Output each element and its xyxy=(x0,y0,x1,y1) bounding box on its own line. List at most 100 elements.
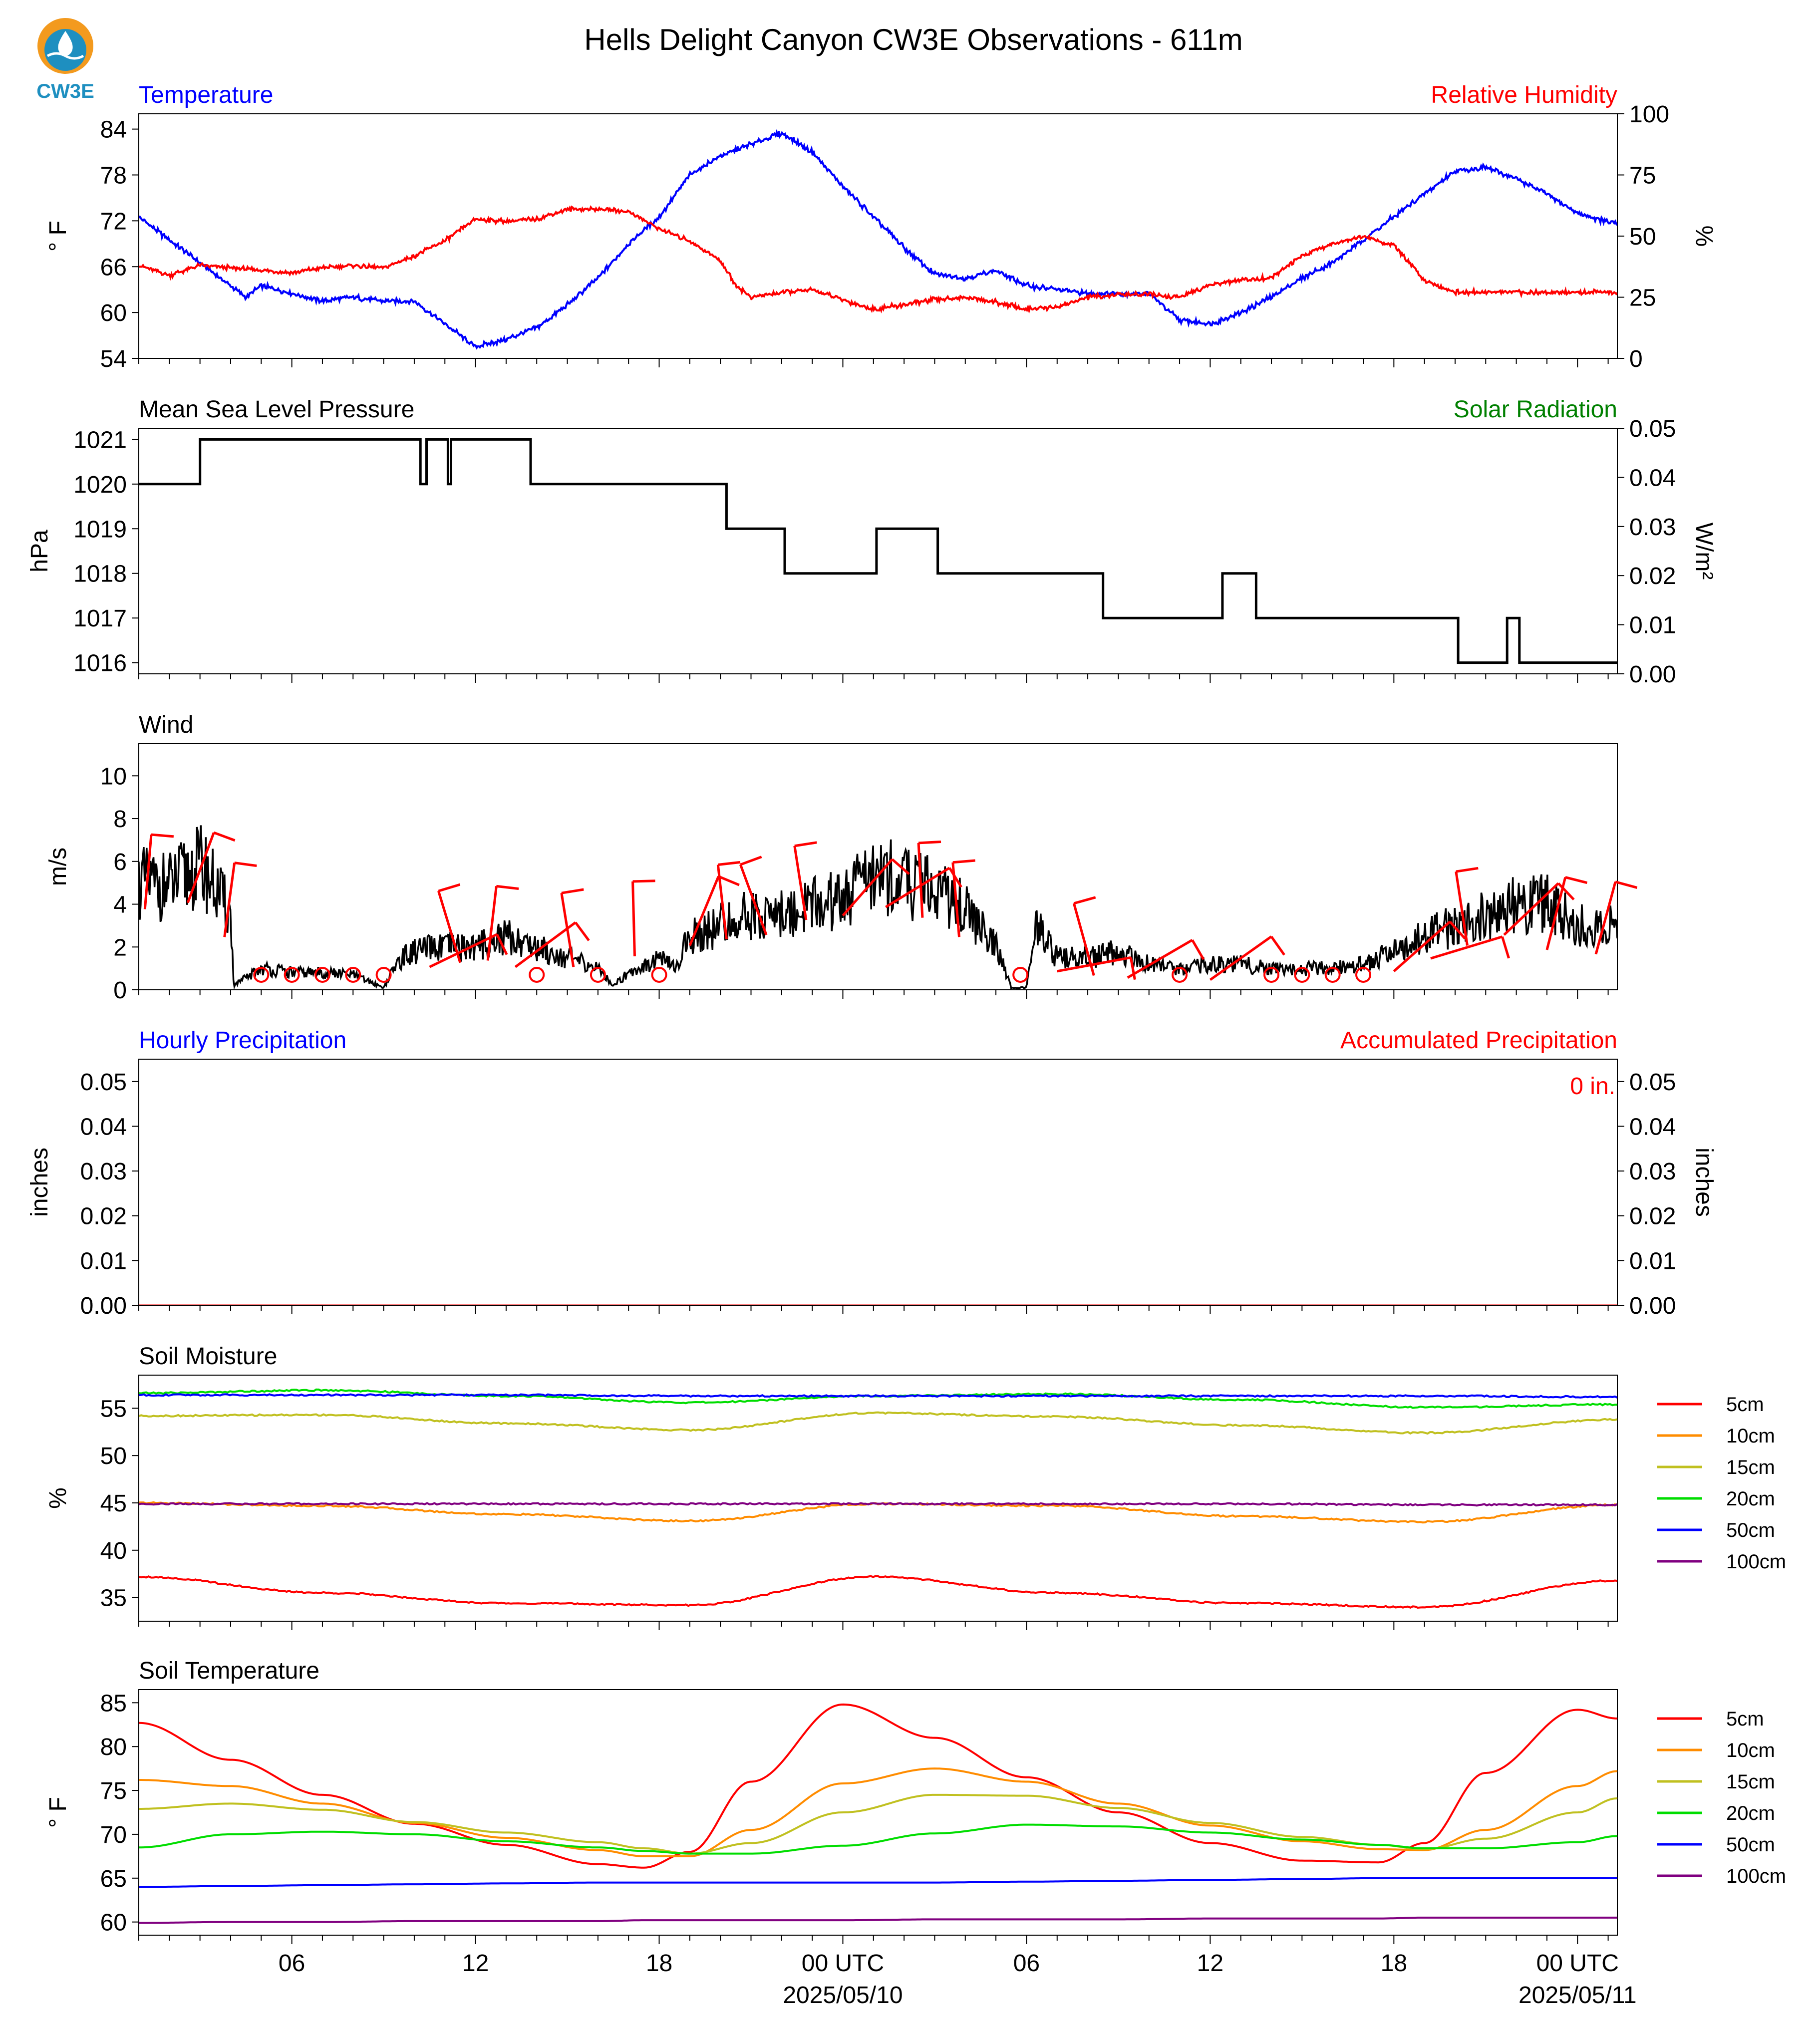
wind-barb-staff xyxy=(1072,903,1095,976)
wind-barb-flag xyxy=(1615,880,1638,889)
wind-barb-staff xyxy=(917,843,924,918)
wind-barb-flag xyxy=(1073,896,1096,905)
wind-barb-staff xyxy=(186,832,215,903)
figure-title: Hells Delight Canyon CW3E Observations -… xyxy=(584,23,1242,56)
panel-soil_moisture: Soil Moisture3540455055%5cm10cm15cm20cm5… xyxy=(45,1343,1786,1630)
series-line-100cm xyxy=(139,1916,1617,1924)
plot-area xyxy=(139,1388,1617,1609)
accumulated-total-label: 0 in. xyxy=(1570,1073,1615,1100)
panel-temperature_rh: Temperature Relative Humidity 54 60 66 72 78 84… xyxy=(45,82,1717,372)
y-axis-label-left: % xyxy=(45,1487,71,1509)
y-tick-label: 75 xyxy=(100,1778,127,1804)
series-line-50cm xyxy=(139,1877,1617,1888)
wind-barb-flag xyxy=(1565,876,1588,884)
y-tick-label: 0.01 xyxy=(80,1248,127,1274)
cw3e-logo: CW3E xyxy=(36,18,94,102)
series-line-100cm xyxy=(139,1502,1617,1507)
y-tick-label: 0.05 xyxy=(80,1069,127,1096)
wind-barb-flag xyxy=(496,933,508,955)
y-tick-label: 1018 xyxy=(73,561,127,587)
legend-label: 100cm xyxy=(1726,1551,1786,1573)
y-tick-label-right: 0.03 xyxy=(1629,514,1676,541)
x-tick-label: 12 xyxy=(462,1950,489,1977)
panel-title-left: Soil Moisture xyxy=(139,1343,277,1370)
y-axis-label-left: m/s xyxy=(45,848,71,886)
y-tick-label-right: 0.02 xyxy=(1629,1203,1676,1230)
y-tick-label-right: 0.00 xyxy=(1629,661,1676,688)
wind-barb-calm xyxy=(1355,966,1372,983)
series-line-wind-speed xyxy=(139,825,1617,990)
y-axis-label-left: hPa xyxy=(26,530,53,573)
wind-barb-flag xyxy=(918,841,941,845)
logo-wave-icon xyxy=(46,52,84,60)
panels: Temperature Relative Humidity546066727884… xyxy=(26,82,1786,1944)
wind-barb-staff xyxy=(437,890,462,963)
wind-barb-staff xyxy=(1127,939,1193,979)
y-tick-label: 0.03 xyxy=(80,1159,127,1185)
panel-soil_temperature: Soil Temperature 60 65 70 75 80 85 ° F 5cm 10cm 15… xyxy=(45,1658,1786,1944)
wind-barb-flag xyxy=(438,883,461,892)
legend-label: 50cm xyxy=(1726,1834,1775,1856)
y-tick-label: 1016 xyxy=(73,650,127,677)
wind-barb-calm xyxy=(253,966,270,983)
x-tick-label: 12 xyxy=(1197,1950,1223,1977)
y-tick-label: 60 xyxy=(100,1910,127,1936)
y-tick-label-right: 0 xyxy=(1629,346,1643,372)
wind-barb-staff xyxy=(1430,935,1503,960)
y-tick-label: 0.00 xyxy=(80,1293,127,1319)
wind-barb-staff xyxy=(793,846,808,920)
wind-barb-flag xyxy=(1557,882,1575,900)
y-tick-label: 1017 xyxy=(73,605,127,632)
wind-barb-staff xyxy=(739,864,768,935)
wind-barb-flag xyxy=(952,859,975,864)
legend: 5cm 10cm 15cm 20cm 50cm 100cm xyxy=(1657,1708,1786,1887)
plot-frame xyxy=(138,1375,1618,1622)
wind-barb-flag xyxy=(718,875,740,886)
y-tick-label: 78 xyxy=(100,163,127,189)
y-tick-label-right: 0.01 xyxy=(1629,612,1676,639)
wind-barb-calm xyxy=(314,966,330,983)
x-tick-label: 00 UTC xyxy=(802,1950,884,1977)
wind-barb-staff xyxy=(1209,935,1272,981)
wind-barb-flag xyxy=(1449,920,1466,939)
y-tick-label: 6 xyxy=(113,849,127,875)
x-tick-label: 18 xyxy=(646,1950,672,1977)
wind-barb-flag xyxy=(1456,867,1479,873)
y-axis-label-right: W/m² xyxy=(1691,523,1717,580)
legend-label: 5cm xyxy=(1726,1708,1764,1730)
y-tick-label: 0 xyxy=(113,977,127,1004)
y-tick-label: 8 xyxy=(113,806,127,833)
y-tick-label: 55 xyxy=(100,1396,127,1422)
y-axis-label-right: inches xyxy=(1691,1148,1717,1217)
logo-text: CW3E xyxy=(36,80,94,102)
legend-label: 100cm xyxy=(1726,1865,1786,1887)
wind-barb-flag xyxy=(740,856,762,866)
wind-barb-flag xyxy=(891,858,910,875)
plot-area xyxy=(139,128,1617,350)
wind-barb-flag xyxy=(561,888,584,894)
y-tick-label: 4 xyxy=(113,892,127,918)
series-line-5cm xyxy=(139,1575,1617,1609)
wind-barb-calm xyxy=(345,966,361,983)
y-tick-label-right: 100 xyxy=(1629,101,1669,128)
panel-title-right: Solar Radiation xyxy=(1454,396,1617,423)
y-tick-label: 72 xyxy=(100,208,127,235)
y-tick-label: 45 xyxy=(100,1490,127,1517)
y-tick-label-right: 50 xyxy=(1629,224,1656,250)
y-tick-label: 60 xyxy=(100,300,127,326)
panel-title-left: Soil Temperature xyxy=(139,1658,319,1684)
plot-area xyxy=(139,1703,1617,1924)
wind-barb-staff xyxy=(1057,956,1131,973)
y-tick-label-right: 0.04 xyxy=(1629,465,1676,491)
wind-barb-staff xyxy=(688,875,720,946)
wind-barb-staff xyxy=(1503,882,1559,936)
wind-barb-staff xyxy=(143,834,153,909)
series-line-15cm xyxy=(139,1411,1617,1435)
x-date-label: 2025/05/10 xyxy=(783,1982,903,2009)
y-tick-label: 66 xyxy=(100,254,127,281)
panel-pressure: Mean Sea Level Pressure Solar Radiation 10… xyxy=(26,396,1717,688)
y-tick-label-right: 0.01 xyxy=(1629,1248,1676,1274)
plot-frame xyxy=(138,428,1618,674)
legend-label: 10cm xyxy=(1726,1739,1775,1761)
